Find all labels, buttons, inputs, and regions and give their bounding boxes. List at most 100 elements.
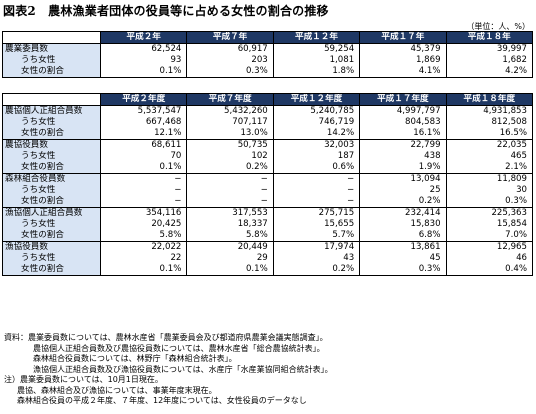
row-label: 農協個人正組合員数 bbox=[2, 105, 101, 117]
note-line: 森林組合役員数については、林野庁「森林組合統計表」。 bbox=[33, 354, 237, 363]
note-line: 森林組合役員の平成２年度、７年度、12年度については、女性役員のデータなし bbox=[17, 396, 307, 405]
value-cell: − bbox=[272, 196, 361, 208]
value-cell: 4,997,797 bbox=[359, 105, 447, 117]
value-cell: 1,081 bbox=[272, 55, 361, 66]
value-cell: 45 bbox=[359, 253, 447, 264]
table-row: 女性の割合 0.1% 0.3% 1.8% 4.1% 4.2% bbox=[2, 66, 534, 78]
value-cell: 29 bbox=[186, 253, 274, 264]
value-cell: − bbox=[99, 196, 188, 208]
row-label: 女性の割合 bbox=[2, 128, 101, 140]
value-cell: 0.2% bbox=[186, 162, 274, 174]
value-cell: 62,524 bbox=[99, 43, 188, 55]
column-header: 平成１８年 bbox=[445, 31, 534, 44]
column-header: 平成１２年度 bbox=[272, 93, 361, 106]
value-cell: 0.1% bbox=[99, 66, 188, 78]
value-cell: 13,861 bbox=[359, 241, 447, 253]
note-line: 農協、森林組合及び漁協については、事業年度末現在。 bbox=[17, 385, 217, 395]
row-label: うち女性 bbox=[2, 219, 101, 230]
value-cell: 15,854 bbox=[445, 219, 534, 230]
row-label: うち女性 bbox=[2, 55, 101, 66]
value-cell: 1,682 bbox=[445, 55, 534, 66]
row-label: 森林組合役員数 bbox=[2, 173, 101, 185]
value-cell: 465 bbox=[445, 151, 534, 162]
note-line: 注）農業委員数については、10月1日現在。 bbox=[4, 375, 163, 384]
column-header: 平成１８年度 bbox=[445, 93, 534, 106]
column-header: 平成２年 bbox=[99, 31, 188, 44]
table-row: 女性の割合 0.1% 0.1% 0.2% 0.3% 0.4% bbox=[2, 264, 534, 276]
table-row: 森林組合役員数 − − −13,094 11,809 bbox=[2, 173, 534, 185]
value-cell: 0.6% bbox=[272, 162, 361, 174]
value-cell: 0.3% bbox=[445, 196, 534, 208]
table-row: 農業委員数 62,524 60,917 59,254 45,379 39,997 bbox=[2, 43, 534, 55]
value-cell: 43 bbox=[272, 253, 361, 264]
column-header: 平成７年 bbox=[186, 31, 274, 44]
row-label: 農協役員数 bbox=[2, 139, 101, 151]
value-cell: 225,363 bbox=[445, 207, 534, 219]
value-cell: 13,094 bbox=[359, 173, 447, 185]
value-cell: 354,116 bbox=[99, 207, 188, 219]
value-cell: 5.7% bbox=[272, 230, 361, 242]
value-cell: 5,537,547 bbox=[99, 105, 188, 117]
value-cell: 0.4% bbox=[445, 264, 534, 276]
source-notes: 資料：農業委員数については、農林水産省「農業委員会及び都道府県農業会議実態調査」… bbox=[4, 333, 333, 407]
value-cell: 22,799 bbox=[359, 139, 447, 151]
value-cell: 232,414 bbox=[359, 207, 447, 219]
column-header: 平成７年度 bbox=[186, 93, 274, 106]
unit-note: （単位：人、%） bbox=[466, 22, 530, 31]
value-cell: 1.8% bbox=[272, 66, 361, 78]
value-cell: 18,337 bbox=[186, 219, 274, 230]
value-cell: 0.3% bbox=[186, 66, 274, 78]
table-row: 女性の割合 0.1% 0.2% 0.6% 1.9% 2.1% bbox=[2, 162, 534, 174]
value-cell: 22,035 bbox=[445, 139, 534, 151]
value-cell: 187 bbox=[272, 151, 361, 162]
value-cell: − bbox=[186, 173, 274, 185]
value-cell: 15,830 bbox=[359, 219, 447, 230]
table-row: 農協個人正組合員数 5,537,547 5,432,260 5,240,785 4,99… bbox=[2, 105, 534, 117]
value-cell: 68,611 bbox=[99, 139, 188, 151]
column-header: 平成１２年 bbox=[272, 31, 361, 44]
row-label: 女性の割合 bbox=[2, 230, 101, 242]
value-cell: 11,809 bbox=[445, 173, 534, 185]
table-header-row: 平成２年度 平成７年度 平成１２年度 平成１７年度 平成１８年度 bbox=[2, 93, 534, 106]
value-cell: 50,735 bbox=[186, 139, 274, 151]
value-cell: 39,997 bbox=[445, 43, 534, 55]
value-cell: 7.0% bbox=[445, 230, 534, 242]
table-row: うち女性 22 29 43 45 46 bbox=[2, 253, 534, 264]
row-label: うち女性 bbox=[2, 151, 101, 162]
table-row: うち女性 20,425 18,337 15,655 15,830 15,854 bbox=[2, 219, 534, 230]
value-cell: 812,508 bbox=[445, 117, 534, 128]
value-cell: 59,254 bbox=[272, 43, 361, 55]
table-row: うち女性 93 203 1,081 1,869 1,682 bbox=[2, 55, 534, 66]
row-label: 漁協個人正組合員数 bbox=[2, 207, 101, 219]
value-cell: 25 bbox=[359, 185, 447, 196]
value-cell: 60,917 bbox=[186, 43, 274, 55]
header-corner-cell bbox=[2, 93, 101, 106]
value-cell: 17,974 bbox=[272, 241, 361, 253]
value-cell: 22 bbox=[99, 253, 188, 264]
value-cell: 4.2% bbox=[445, 66, 534, 78]
value-cell: 4.1% bbox=[359, 66, 447, 78]
row-label: うち女性 bbox=[2, 253, 101, 264]
table-row: 漁協個人正組合員数 354,116 317,553 275,715 232,414 225… bbox=[2, 207, 534, 219]
note-line: 漁協個人正組合員数及び漁協役員数については、水産庁「水産業協同組合統計表」。 bbox=[33, 364, 333, 374]
value-cell: 70 bbox=[99, 151, 188, 162]
table-row: 女性の割合 5.8% 5.8% 5.7% 6.8% 7.0% bbox=[2, 230, 534, 242]
table-row: うち女性 667,468 707,117 746,719 804,583 812,508 bbox=[2, 117, 534, 128]
table-row: 女性の割合 − − −0.2% 0.3% bbox=[2, 196, 534, 208]
value-cell: 5.8% bbox=[99, 230, 188, 242]
figure-title: 図表2 農林漁業者団体の役員等に占める女性の割合の推移 bbox=[3, 4, 329, 18]
note-line: 農協個人正組合員数及び農協役員数については、農林水産省「総合農協統計表」。 bbox=[33, 343, 325, 353]
value-cell: 317,553 bbox=[186, 207, 274, 219]
value-cell: 93 bbox=[99, 55, 188, 66]
row-label: うち女性 bbox=[2, 185, 101, 196]
table-body: 農業委員数 62,524 60,917 59,254 45,379 39,997 うち女性 9… bbox=[2, 43, 534, 78]
table-row: 女性の割合 12.1% 13.0% 14.2% 16.1% 16.5% bbox=[2, 128, 534, 140]
value-cell: 12.1% bbox=[99, 128, 188, 140]
value-cell: 4,931,853 bbox=[445, 105, 534, 117]
note-line: 資料：農業委員数については、農林水産省「農業委員会及び都道府県農業会議実態調査」… bbox=[4, 333, 328, 342]
value-cell: 12,965 bbox=[445, 241, 534, 253]
value-cell: 0.1% bbox=[99, 162, 188, 174]
value-cell: − bbox=[99, 173, 188, 185]
column-header: 平成１７年度 bbox=[359, 93, 447, 106]
value-cell: − bbox=[272, 173, 361, 185]
